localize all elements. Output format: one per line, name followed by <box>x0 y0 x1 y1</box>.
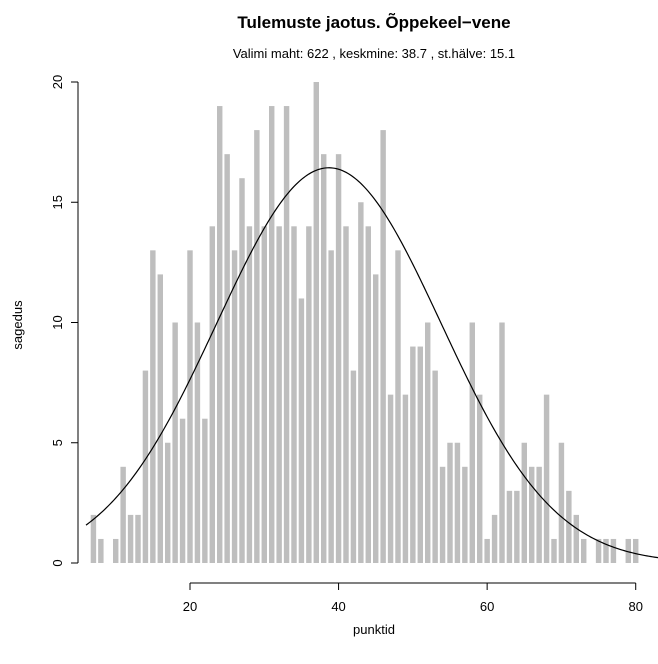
histogram-bar <box>410 346 416 563</box>
histogram-bar <box>254 130 260 563</box>
histogram-bar <box>217 106 223 564</box>
histogram-bar <box>269 106 275 564</box>
histogram-bar <box>291 226 297 564</box>
histogram-bar <box>209 226 215 564</box>
y-tick-label: 20 <box>50 75 65 89</box>
histogram-bar <box>261 226 267 564</box>
histogram-bar <box>417 346 423 563</box>
chart-title: Tulemuste jaotus. Õppekeel−vene <box>237 12 510 32</box>
histogram-bar <box>380 130 386 563</box>
histogram-bar <box>387 394 394 563</box>
histogram-bar <box>98 538 104 563</box>
histogram-bar <box>127 514 134 563</box>
histogram-bar <box>566 490 572 563</box>
histogram-bar <box>187 250 193 563</box>
histogram-bar <box>477 394 483 563</box>
histogram-bar <box>165 442 171 563</box>
histogram-bar <box>239 178 245 563</box>
histogram-bar <box>462 466 468 563</box>
histogram-bar <box>283 106 290 564</box>
histogram-bar <box>425 322 431 563</box>
histogram-bar <box>343 226 349 564</box>
histogram-bar <box>514 490 520 563</box>
histogram-bar <box>373 274 379 563</box>
histogram-bar <box>603 538 609 563</box>
histogram-bar <box>179 418 186 563</box>
y-tick-label: 15 <box>50 195 65 209</box>
histogram-bar <box>172 322 178 563</box>
histogram-bar <box>595 538 602 563</box>
histogram-bar <box>335 154 342 563</box>
histogram-bar <box>194 322 201 563</box>
x-axis: 20 40 60 80 <box>183 582 643 614</box>
histogram-bar <box>350 370 357 563</box>
y-tick-label: 0 <box>50 559 65 566</box>
histogram-bar <box>157 274 163 563</box>
histogram-bar <box>142 370 149 563</box>
histogram-bar <box>276 226 282 564</box>
x-tick-label: 40 <box>331 599 345 614</box>
chart-subtitle: Valimi maht: 622 , keskmine: 38.7 , st.h… <box>233 46 515 61</box>
x-tick-label: 60 <box>480 599 494 614</box>
histogram-bar <box>224 154 230 563</box>
histogram-bar <box>306 226 312 564</box>
histogram-bar <box>521 442 527 563</box>
histogram-bar <box>558 442 565 563</box>
histogram-bar <box>202 418 208 563</box>
histogram-bar <box>402 394 409 563</box>
x-axis-label: punktid <box>353 622 395 637</box>
histogram-bar <box>231 250 238 563</box>
normal-curve <box>85 167 658 559</box>
histogram-bar <box>529 466 535 563</box>
histogram-bars <box>90 82 639 564</box>
y-axis: 0 5 10 15 20 <box>50 75 79 567</box>
histogram-bar <box>328 250 334 563</box>
y-tick-label: 10 <box>50 315 65 329</box>
histogram-bar <box>581 538 587 563</box>
histogram-bar <box>506 490 513 563</box>
histogram-bar <box>484 538 490 563</box>
y-axis-label: sagedus <box>10 300 25 350</box>
histogram-bar <box>439 466 446 563</box>
histogram-bar <box>120 466 126 563</box>
histogram-bar <box>90 514 97 563</box>
histogram-bar <box>543 394 550 563</box>
histogram-bar <box>573 514 579 563</box>
histogram-bar <box>447 442 453 563</box>
histogram-bar <box>313 82 319 563</box>
histogram-bar <box>150 250 156 563</box>
histogram-bar <box>610 538 617 563</box>
x-tick-label: 80 <box>628 599 642 614</box>
histogram-bar <box>298 298 305 563</box>
histogram-bar <box>135 514 141 563</box>
histogram-bar <box>432 370 438 563</box>
histogram-bar <box>365 226 371 564</box>
histogram-bar <box>469 322 475 563</box>
histogram-bar <box>246 226 253 564</box>
histogram-bar <box>625 538 631 563</box>
y-tick-label: 5 <box>50 439 65 446</box>
histogram-bar <box>454 442 461 563</box>
histogram-bar <box>113 538 119 563</box>
histogram-bar <box>321 154 327 563</box>
histogram-bar <box>633 538 639 563</box>
x-tick-label: 20 <box>183 599 197 614</box>
histogram-bar <box>551 538 557 563</box>
histogram-bar <box>536 466 542 563</box>
histogram-bar <box>358 202 364 563</box>
histogram-bar <box>491 514 498 563</box>
histogram-bar <box>395 250 401 563</box>
